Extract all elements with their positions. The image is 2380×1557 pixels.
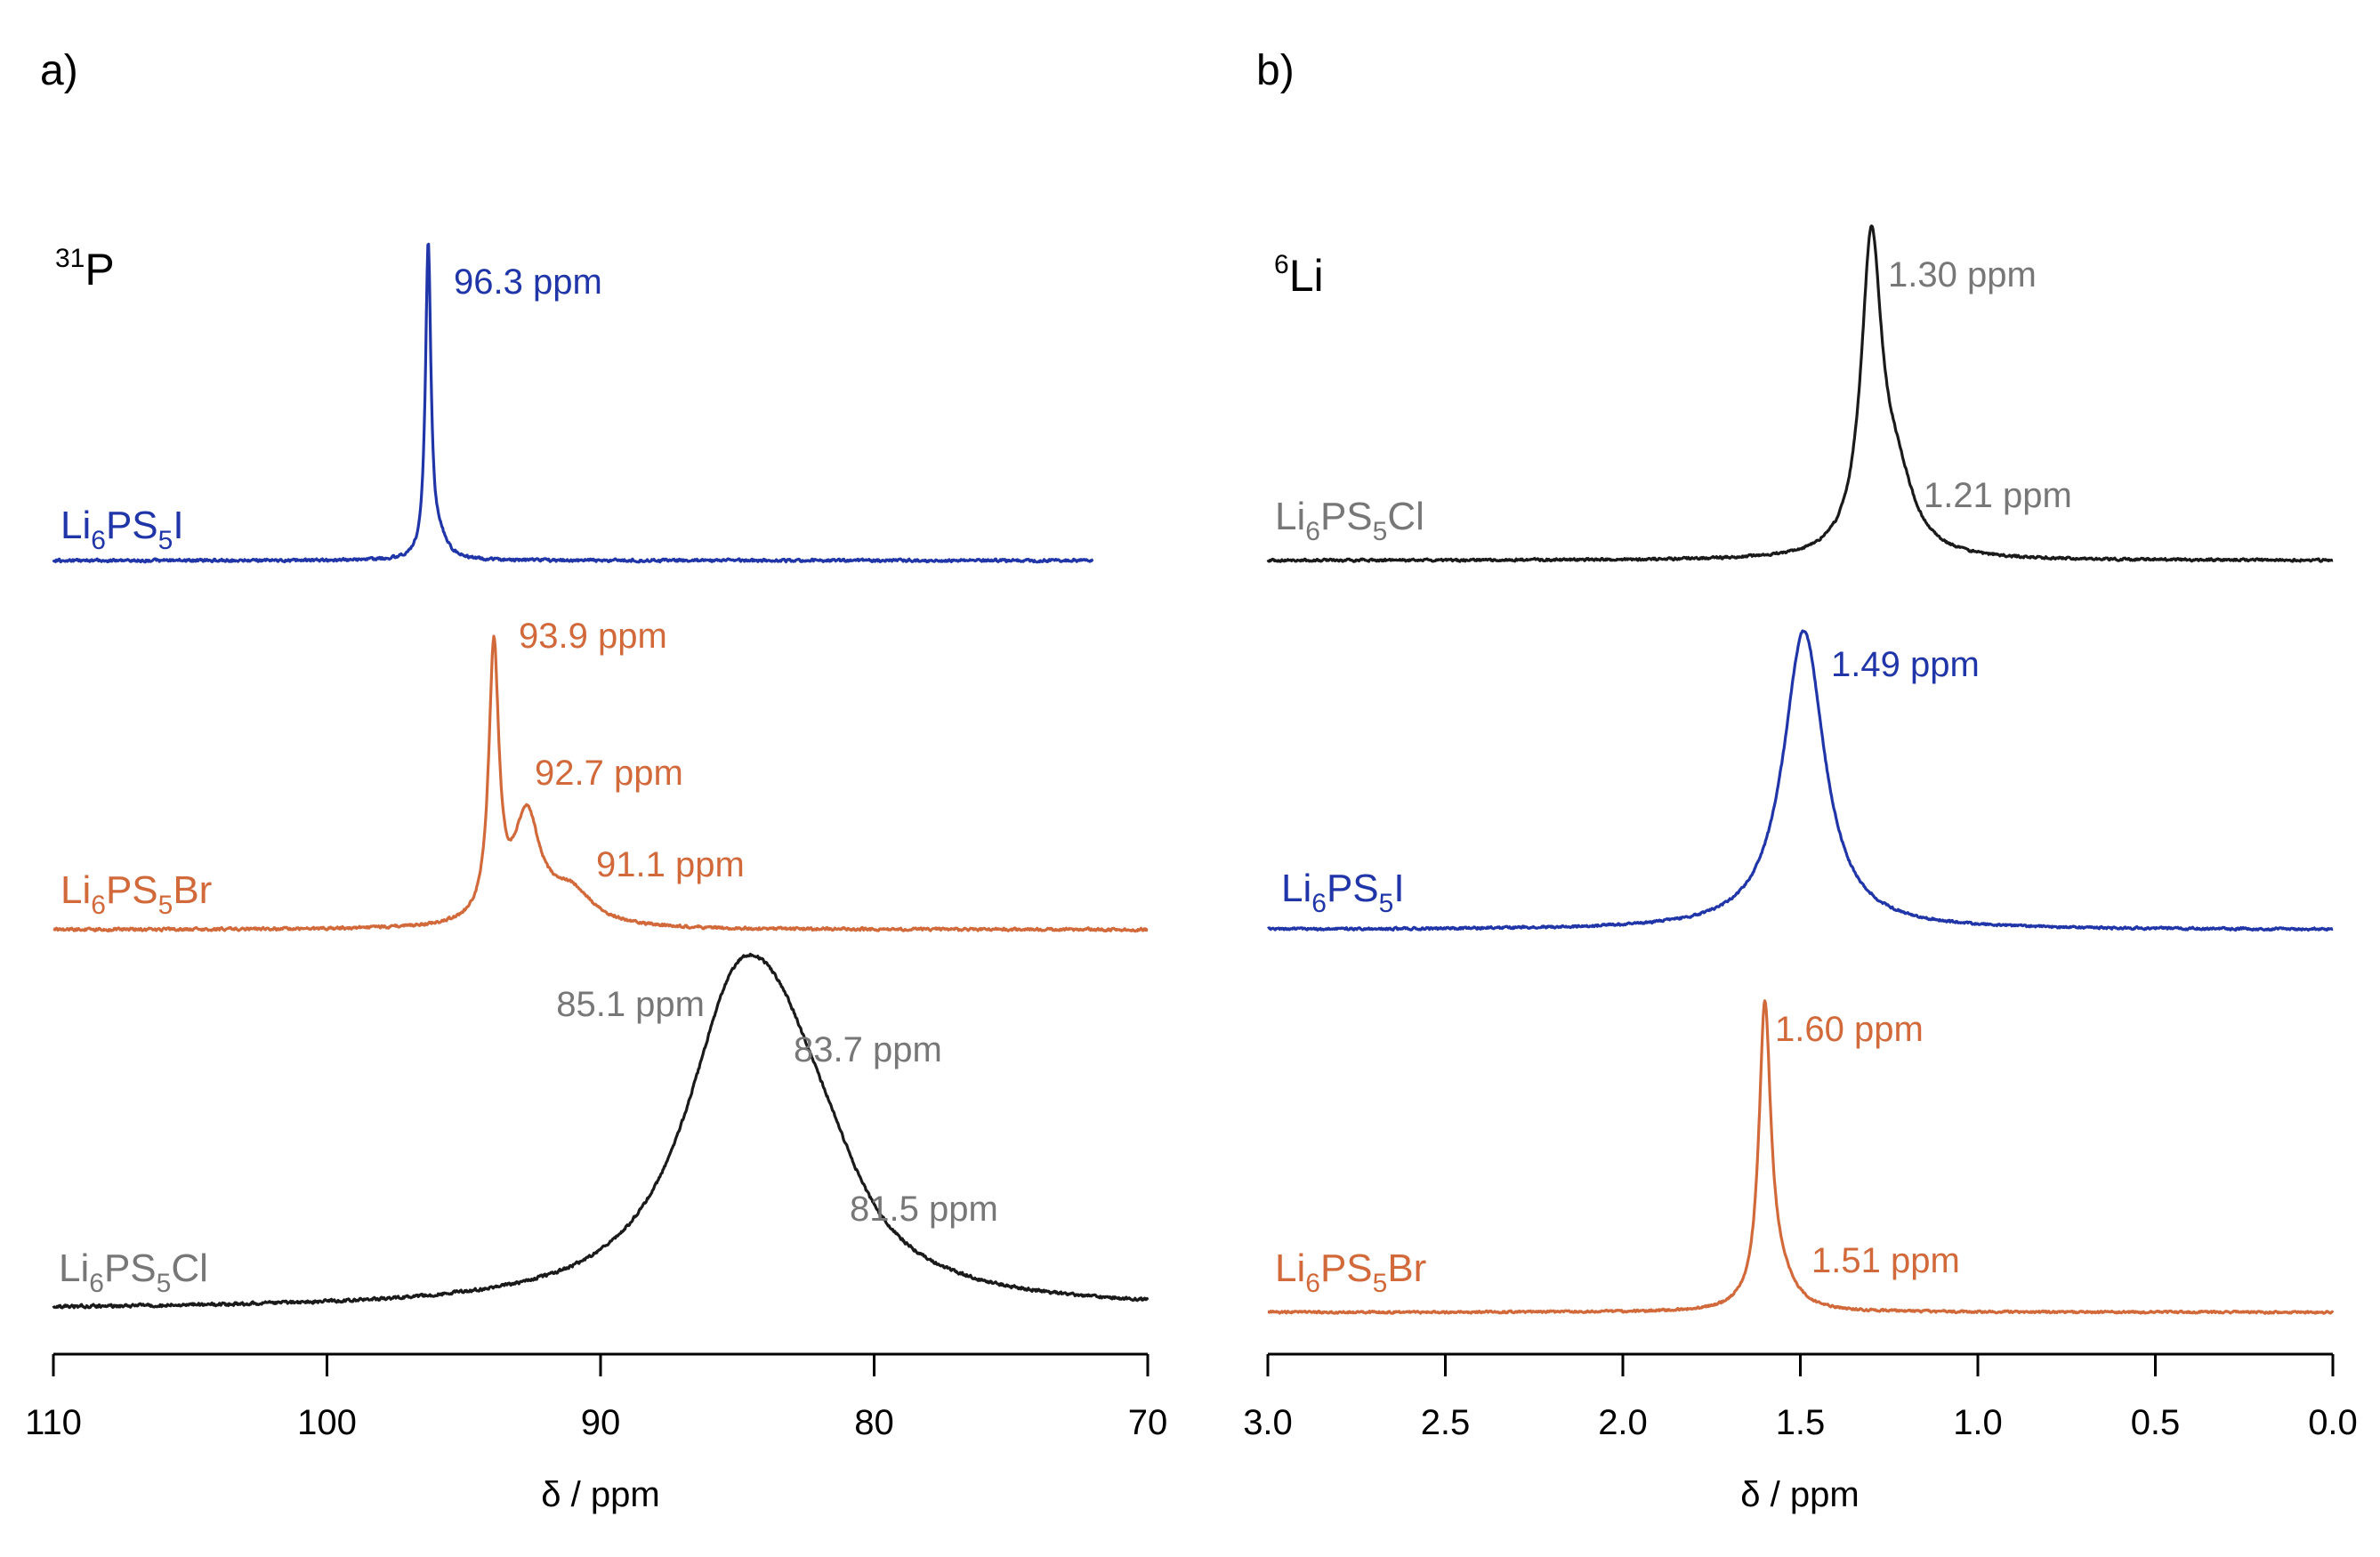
peak-annotation: 93.9 ppm xyxy=(519,617,667,656)
panel-a-nucleus-label: 31P xyxy=(55,244,115,294)
panel-b-traces xyxy=(1266,224,2335,1315)
peak-annotation: 83.7 ppm xyxy=(794,1030,942,1069)
x-tick-label: 70 xyxy=(1128,1403,1168,1442)
x-tick-label: 2.5 xyxy=(1421,1403,1471,1442)
sample-label-li6ps5i: Li6PS5I xyxy=(61,504,184,555)
x-tick-label: 80 xyxy=(854,1403,894,1442)
peak-annotation: 1.49 ppm xyxy=(1831,645,1980,684)
spectrum-trace-li6ps5br xyxy=(1267,999,2335,1315)
x-tick-label: 0.5 xyxy=(2131,1403,2181,1442)
sample-label-li6ps5i: Li6PS5I xyxy=(1281,867,1405,918)
sample-label-li6ps5br: Li6PS5Br xyxy=(1275,1246,1426,1298)
peak-annotation: 1.51 ppm xyxy=(1811,1241,1960,1280)
x-tick-label: 110 xyxy=(25,1403,82,1442)
x-tick-label: 90 xyxy=(581,1403,621,1442)
spectrum-trace-li6ps5br xyxy=(52,634,1149,933)
peak-annotation: 1.30 ppm xyxy=(1888,255,2037,294)
peak-annotation: 81.5 ppm xyxy=(850,1190,998,1229)
panel-b-x-ticks: 3.0 2.5 2.0 1.5 1.0 0.5 0.0 xyxy=(1243,1354,2358,1442)
spectrum-trace-li6ps5cl xyxy=(1266,224,2334,563)
x-tick-label: 3.0 xyxy=(1243,1403,1293,1442)
sample-label-li6ps5cl: Li6PS5Cl xyxy=(1275,495,1424,546)
peak-annotation: 85.1 ppm xyxy=(556,985,705,1024)
peak-annotation: 91.1 ppm xyxy=(596,845,745,884)
peak-annotation: 92.7 ppm xyxy=(535,754,683,793)
peak-annotation: 1.21 ppm xyxy=(1924,476,2072,515)
spectrum-trace-li6ps5i xyxy=(52,242,1094,564)
x-tick-label: 100 xyxy=(297,1403,357,1442)
x-tick-label: 1.0 xyxy=(1953,1403,2003,1442)
sample-label-li6ps5cl: Li6PS5Cl xyxy=(59,1246,208,1298)
panel-b-labels: Li6PS5Cl 1.30 ppm 1.21 ppm Li6PS5I 1.49 ppm L… xyxy=(1275,255,2072,1298)
spectrum-trace-li6ps5i xyxy=(1267,629,2334,932)
panel-a-x-ticks: 110 100 90 80 70 xyxy=(25,1354,1167,1442)
panel-a-31p-spectra: a) 31P Li6PS5I 96.3 ppm Li6PS5Br 93.9 ppm 92… xyxy=(25,47,1167,1514)
x-tick-label: 1.5 xyxy=(1776,1403,1826,1442)
x-tick-label: 2.0 xyxy=(1598,1403,1648,1442)
panel-b-label: b) xyxy=(1256,47,1295,94)
sample-label-li6ps5br: Li6PS5Br xyxy=(61,868,212,920)
panel-b-nucleus-label: 6Li xyxy=(1274,250,1324,301)
spectrum-trace-li6ps5cl xyxy=(52,952,1150,1310)
panel-a-label: a) xyxy=(40,47,78,94)
peak-annotation: 96.3 ppm xyxy=(454,262,602,302)
panel-a-traces xyxy=(52,242,1150,1310)
panel-b-x-axis-title: δ / ppm xyxy=(1740,1475,1859,1514)
panel-b-6li-spectra: b) 6Li Li6PS5Cl 1.30 ppm 1.21 ppm Li6PS5I 1.… xyxy=(1243,47,2358,1514)
panel-a-x-axis-title: δ / ppm xyxy=(541,1475,659,1514)
peak-annotation: 1.60 ppm xyxy=(1775,1010,1924,1049)
panel-a-labels: Li6PS5I 96.3 ppm Li6PS5Br 93.9 ppm 92.7 ppm 9… xyxy=(59,262,998,1298)
x-tick-label: 0.0 xyxy=(2308,1403,2358,1442)
